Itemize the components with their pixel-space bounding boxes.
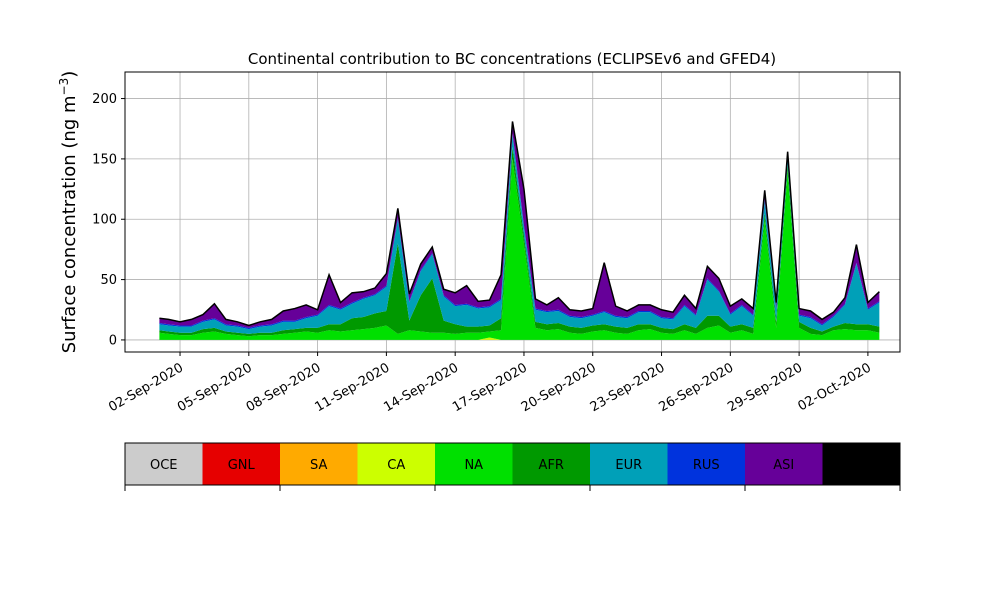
x-tick-label: 23-Sep-2020	[588, 360, 668, 415]
stacked-areas	[159, 121, 880, 340]
legend-frame	[124, 442, 901, 486]
x-tick-label: 02-Sep-2020	[106, 360, 186, 415]
chart-title: Continental contribution to BC concentra…	[248, 50, 776, 68]
legend-label-sa: SA	[310, 458, 327, 473]
legend-swatch-na	[435, 443, 513, 485]
x-tick-label: 05-Sep-2020	[175, 360, 255, 415]
y-axis-label-main: Surface concentration (ng m	[59, 95, 80, 353]
legend-swatch-afr	[512, 443, 590, 485]
plot-frame	[124, 71, 901, 353]
y-axis-label: Surface concentration (ng m−3)	[57, 71, 80, 354]
y-tick-label: 150	[92, 152, 117, 167]
area-na	[159, 158, 880, 340]
legend-label-oce: OCE	[150, 458, 178, 473]
x-tick-label: 14-Sep-2020	[381, 360, 461, 415]
x-tick-label: 17-Sep-2020	[450, 360, 530, 415]
total-line	[159, 121, 880, 327]
legend-label-aus: AUS	[848, 458, 875, 473]
legend-swatch-rus	[667, 443, 745, 485]
legend-label-rus: RUS	[693, 458, 720, 473]
x-tick-label: 08-Sep-2020	[244, 360, 324, 415]
x-tick-label: 11-Sep-2020	[313, 360, 393, 415]
legend-label-na: NA	[464, 458, 483, 473]
legend-swatch-eur	[590, 443, 668, 485]
x-tick-label: 02-Oct-2020	[796, 360, 874, 414]
legend-swatch-aus	[822, 443, 900, 485]
legend-swatch-asi	[745, 443, 823, 485]
legend-swatch-oce	[125, 443, 203, 485]
legend-swatch-gnl	[202, 443, 280, 485]
x-tick-label: 26-Sep-2020	[656, 360, 736, 415]
y-axis-label-exponent: −3	[57, 78, 71, 96]
legend-label-gnl: GNL	[228, 458, 256, 473]
legend-label-afr: AFR	[539, 458, 564, 473]
y-tick-label: 200	[92, 92, 117, 107]
legend-colorbar: OCE GNL SA CA NA AFR EUR RUS ASI AUS	[124, 442, 901, 491]
legend-label-ca: CA	[387, 458, 405, 473]
y-axis-label-close: )	[59, 71, 80, 78]
x-tick-label: 29-Sep-2020	[725, 360, 805, 415]
legend-swatch-ca	[357, 443, 435, 485]
legend-label-eur: EUR	[615, 458, 642, 473]
x-tick-label: 20-Sep-2020	[519, 360, 599, 415]
y-tick-label: 50	[100, 273, 117, 288]
y-tick-label: 100	[92, 213, 117, 228]
legend-label-asi: ASI	[773, 458, 794, 473]
y-tick-label: 0	[109, 333, 117, 348]
axes: 0 50 100 150 200 02-Sep-202005-Sep-202008-Sep…	[92, 71, 901, 415]
legend-swatch-sa	[280, 443, 358, 485]
